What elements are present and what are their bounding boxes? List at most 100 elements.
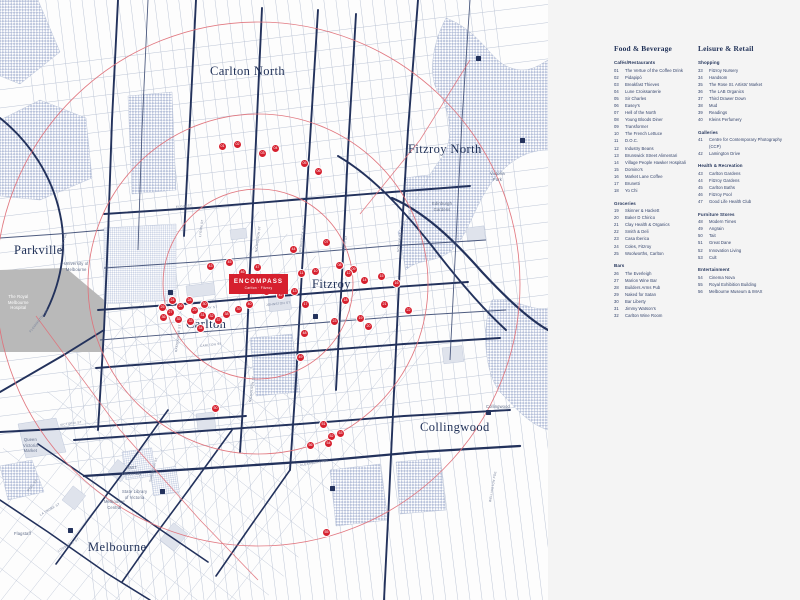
legend-entry[interactable]: 28 Builders Arms Pub (614, 285, 694, 292)
map-marker[interactable]: 48 (300, 329, 309, 338)
map-marker[interactable]: 27 (166, 308, 175, 317)
legend-entry[interactable]: 50 Tait (698, 233, 790, 240)
legend-entry[interactable]: 46 Fitzroy Pool (698, 192, 790, 199)
map-marker[interactable]: 16 (392, 279, 401, 288)
legend-entry[interactable]: 54 Cinema Nova (698, 275, 790, 282)
legend-entry[interactable]: 02 Pidapipó (614, 75, 694, 82)
map-marker[interactable]: 39 (234, 305, 243, 314)
legend-entry[interactable]: 26 The Everleigh (614, 271, 694, 278)
map-marker[interactable]: 17 (301, 300, 310, 309)
map-marker[interactable]: 05 (300, 159, 309, 168)
legend-entry[interactable]: 15 Domino's (614, 167, 694, 174)
legend-entry[interactable]: 20 Baker D Chirico (614, 215, 694, 222)
map-marker[interactable]: 36 (159, 313, 168, 322)
legend-entry[interactable]: 09 Transformer (614, 124, 694, 131)
map-marker[interactable]: 45 (225, 258, 234, 267)
legend-entry[interactable]: 04 Lune Croissanterie (614, 89, 694, 96)
legend-entry[interactable]: 53 Cult (698, 255, 790, 262)
map-marker[interactable]: 29 (190, 306, 199, 315)
map-marker[interactable]: 53 (336, 429, 345, 438)
map-marker[interactable]: 23 (330, 317, 339, 326)
legend-entry[interactable]: 19 Skinner & Hackett (614, 208, 694, 215)
legend-entry[interactable]: 33 Fitzroy Nursery (698, 68, 790, 75)
map-marker[interactable]: 11 (297, 269, 306, 278)
map-marker[interactable]: 31 (198, 311, 207, 320)
legend-entry[interactable]: 41 Centre for Contemporary Photography (C… (698, 137, 790, 150)
map-marker[interactable]: 44 (289, 245, 298, 254)
legend-entry[interactable]: 12 Industry Beans (614, 146, 694, 153)
legend-entry[interactable]: 11 D.O.C. (614, 138, 694, 145)
legend-entry[interactable]: 32 Carlton Wine Room (614, 313, 694, 320)
map-marker[interactable]: 07 (322, 238, 331, 247)
legend-entry[interactable]: 21 Clay Health & Organics (614, 222, 694, 229)
legend-entry[interactable]: 05 Sir Charles (614, 96, 694, 103)
legend-entry[interactable]: 31 Jimmy Watson's (614, 306, 694, 313)
map-marker[interactable]: 51 (319, 420, 328, 429)
map-marker[interactable]: 38 (222, 310, 231, 319)
map-marker[interactable]: 18 (341, 296, 350, 305)
legend-entry[interactable]: 55 Royal Exhibition Building (698, 282, 790, 289)
legend-entry[interactable]: 38 Mud (698, 103, 790, 110)
map-marker[interactable]: 43 (206, 262, 215, 271)
legend-entry[interactable]: 17 Brunetti (614, 181, 694, 188)
map-marker[interactable]: 54 (324, 439, 333, 448)
map-marker[interactable]: 55 (322, 528, 331, 537)
legend-entry[interactable]: 49 Angrain (698, 226, 790, 233)
legend-entry[interactable]: 39 Readings (698, 110, 790, 117)
map-marker[interactable]: 10 (311, 267, 320, 276)
legend-entry[interactable]: 48 Modern Times (698, 219, 790, 226)
legend-entry[interactable]: 43 Carlton Gardens (698, 171, 790, 178)
legend-entry[interactable]: 07 Hell of the North (614, 110, 694, 117)
map-marker[interactable]: 50 (211, 404, 220, 413)
legend-entry[interactable]: 40 Kleins Perfumery (698, 117, 790, 124)
map-marker[interactable]: 24 (168, 296, 177, 305)
legend-entry[interactable]: 52 Innovation Living (698, 248, 790, 255)
map-marker[interactable]: 01 (218, 142, 227, 151)
legend-entry[interactable]: 37 Third Drawer Down (698, 96, 790, 103)
legend-entry[interactable]: 34 Handsom (698, 75, 790, 82)
map-marker[interactable]: 14 (360, 276, 369, 285)
map-marker[interactable]: 22 (404, 306, 413, 315)
map-marker[interactable]: 49 (296, 353, 305, 362)
map-marker[interactable]: 12 (344, 269, 353, 278)
map-marker[interactable]: 37 (214, 316, 223, 325)
map-marker[interactable]: 56 (306, 441, 315, 450)
legend-entry[interactable]: 13 Brunswick Street Alimentari (614, 153, 694, 160)
map-marker[interactable]: 28 (185, 296, 194, 305)
map-marker[interactable]: 35 (174, 315, 183, 324)
legend-entry[interactable]: 29 Naked for Satan (614, 292, 694, 299)
legend-entry[interactable]: 30 Bar Liberty (614, 299, 694, 306)
legend-entry[interactable]: 03 Breakfast Thieves (614, 82, 694, 89)
legend-entry[interactable]: 06 Easey's (614, 103, 694, 110)
map-marker[interactable]: 15 (377, 272, 386, 281)
map-marker[interactable]: 13 (290, 287, 299, 296)
legend-entry[interactable]: 27 Marion Wine Bar (614, 278, 694, 285)
map-marker[interactable]: 20 (364, 322, 373, 331)
map-marker[interactable]: 25 (158, 303, 167, 312)
map-marker[interactable]: 04 (271, 144, 280, 153)
legend-entry[interactable]: 16 Market Lane Coffee (614, 174, 694, 181)
map-marker[interactable]: 02 (233, 140, 242, 149)
map-marker[interactable]: 03 (258, 149, 267, 158)
legend-entry[interactable]: 25 Woolworths, Carlton (614, 251, 694, 258)
map-marker[interactable]: 47 (253, 263, 262, 272)
legend-entry[interactable]: 45 Carlton Baths (698, 185, 790, 192)
legend-entry[interactable]: 47 Good Life Health Club (698, 199, 790, 206)
legend-entry[interactable]: 14 Village People Hawker Hospitali (614, 160, 694, 167)
legend-entry[interactable]: 23 Casa Iberica (614, 236, 694, 243)
map-marker[interactable]: 06 (314, 167, 323, 176)
map-pane[interactable]: ROYAL PDE FLEMINGTON RD ELGIN ST JOHNSTON S… (0, 0, 548, 600)
map-marker[interactable]: 26 (176, 302, 185, 311)
legend-entry[interactable]: 44 Fitzroy Gardens (698, 178, 790, 185)
legend-entry[interactable]: 18 Yo Chi (614, 188, 694, 195)
map-marker[interactable]: 34 (196, 324, 205, 333)
legend-entry[interactable]: 56 Melbourne Museum & IMAX (698, 289, 790, 296)
legend-entry[interactable]: 42 Lamington Drive (698, 151, 790, 158)
legend-entry[interactable]: 22 Smith & Deli (614, 229, 694, 236)
legend-entry[interactable]: 08 Young Bloods Diner (614, 117, 694, 124)
legend-entry[interactable]: 24 Coles, Fitzroy (614, 244, 694, 251)
map-marker[interactable]: 30 (200, 300, 209, 309)
map-marker[interactable]: 19 (356, 314, 365, 323)
legend-entry[interactable]: 01 The Vertue of the Coffee Drink (614, 68, 694, 75)
legend-entry[interactable]: 51 Great Dane (698, 240, 790, 247)
